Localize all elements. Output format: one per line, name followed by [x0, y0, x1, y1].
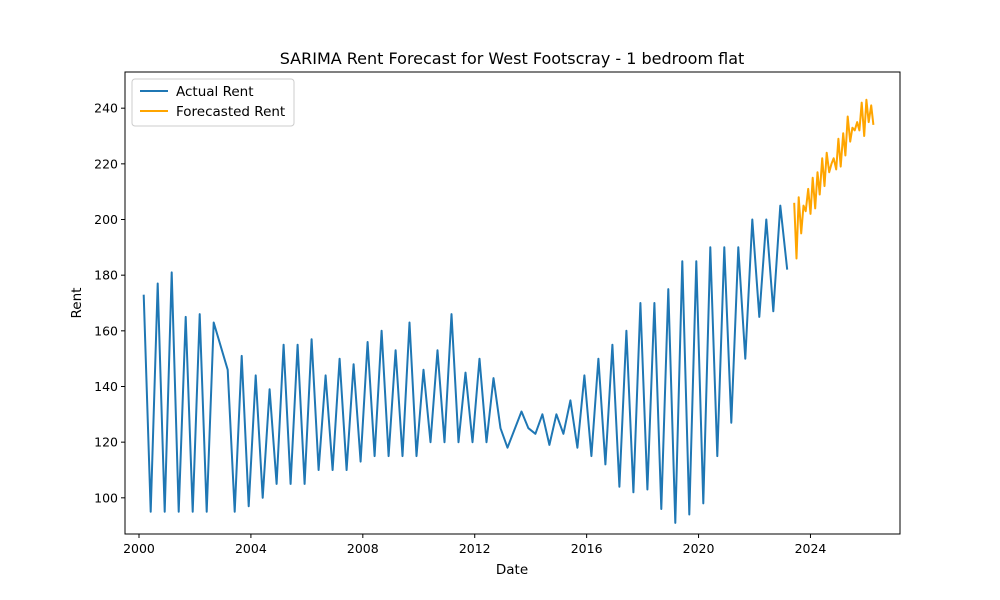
legend-label-actual-rent: Actual Rent — [176, 84, 254, 100]
y-tick-label: 200 — [94, 212, 118, 227]
x-axis-label: Date — [496, 562, 528, 578]
legend-box — [131, 78, 295, 127]
y-tick-label: 160 — [94, 323, 118, 338]
x-tick-label: 2000 — [123, 541, 155, 556]
plot-frame — [124, 71, 901, 535]
legend-label-forecasted-rent: Forecasted Rent — [176, 104, 285, 120]
x-tick-label: 2008 — [347, 541, 379, 556]
y-tick-label: 180 — [94, 268, 118, 283]
x-axis: 2000 2004 2008 2012 2016 2020 2024 — [123, 534, 826, 556]
x-tick-label: 2004 — [235, 541, 267, 556]
y-tick-label: 220 — [94, 156, 118, 171]
x-tick-label: 2012 — [459, 541, 491, 556]
x-tick-label: 2020 — [683, 541, 715, 556]
y-tick-label: 240 — [94, 101, 118, 116]
x-tick-label: 2016 — [571, 541, 603, 556]
x-tick-label: 2024 — [795, 541, 827, 556]
legend: Actual Rent Forecasted Rent — [131, 78, 295, 127]
y-axis: 100 120 140 160 180 200 220 240 — [94, 101, 125, 505]
chart-title: SARIMA Rent Forecast for West Footscray … — [280, 49, 745, 68]
y-tick-label: 100 — [94, 490, 118, 505]
y-tick-label: 120 — [94, 435, 118, 450]
series-line-actual-rent — [142, 204, 789, 524]
y-axis-label: Rent — [69, 288, 85, 319]
y-tick-label: 140 — [94, 379, 118, 394]
series-line-forecasted-rent — [793, 98, 875, 260]
series-layer — [142, 98, 875, 524]
